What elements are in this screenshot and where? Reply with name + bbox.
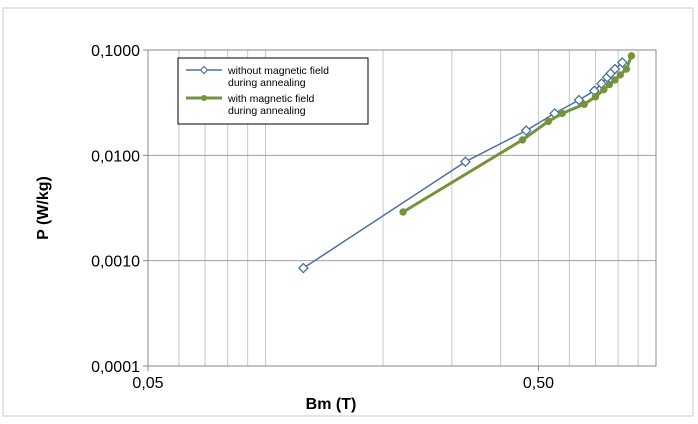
legend-label: with magnetic field	[227, 93, 315, 105]
x-tick-label: 0,05	[132, 375, 163, 392]
data-point	[558, 109, 566, 118]
data-point	[616, 71, 624, 79]
legend-label: without magnetic field	[227, 65, 329, 77]
y-axis-label: P (W/kg)	[35, 176, 52, 240]
y-tick-label: 0,0001	[91, 359, 140, 376]
data-point	[591, 93, 600, 101]
legend-label: during annealing	[228, 77, 306, 89]
data-point	[518, 136, 527, 144]
data-point	[297, 262, 309, 274]
data-point	[544, 117, 553, 126]
legend-label: during annealing	[228, 105, 306, 117]
data-point	[580, 100, 588, 109]
legend-marker	[199, 65, 209, 75]
data-point	[611, 76, 619, 84]
data-point	[459, 156, 471, 168]
data-point	[605, 80, 614, 89]
data-point	[622, 65, 631, 73]
x-axis-label: Bm (T)	[306, 396, 357, 413]
series-1	[297, 57, 628, 274]
y-tick-label: 0,0010	[91, 254, 140, 271]
plot-area-border	[147, 49, 657, 367]
tick-labels: 0,0001 0,0010 0,0100 0,1000 0,05 0,50	[91, 43, 554, 392]
data-point	[399, 208, 407, 216]
data-point	[616, 57, 628, 68]
legend-marker	[201, 95, 207, 101]
series-layer	[297, 52, 636, 274]
y-tick-label: 0,0100	[91, 148, 140, 165]
data-point	[520, 125, 532, 136]
data-point	[627, 52, 636, 60]
data-point	[609, 63, 621, 75]
series-2	[399, 52, 636, 216]
data-point	[600, 85, 608, 94]
y-tick-label: 0,1000	[91, 43, 140, 60]
x-tick-label: 0,50	[523, 375, 554, 392]
legend-box	[177, 57, 369, 125]
